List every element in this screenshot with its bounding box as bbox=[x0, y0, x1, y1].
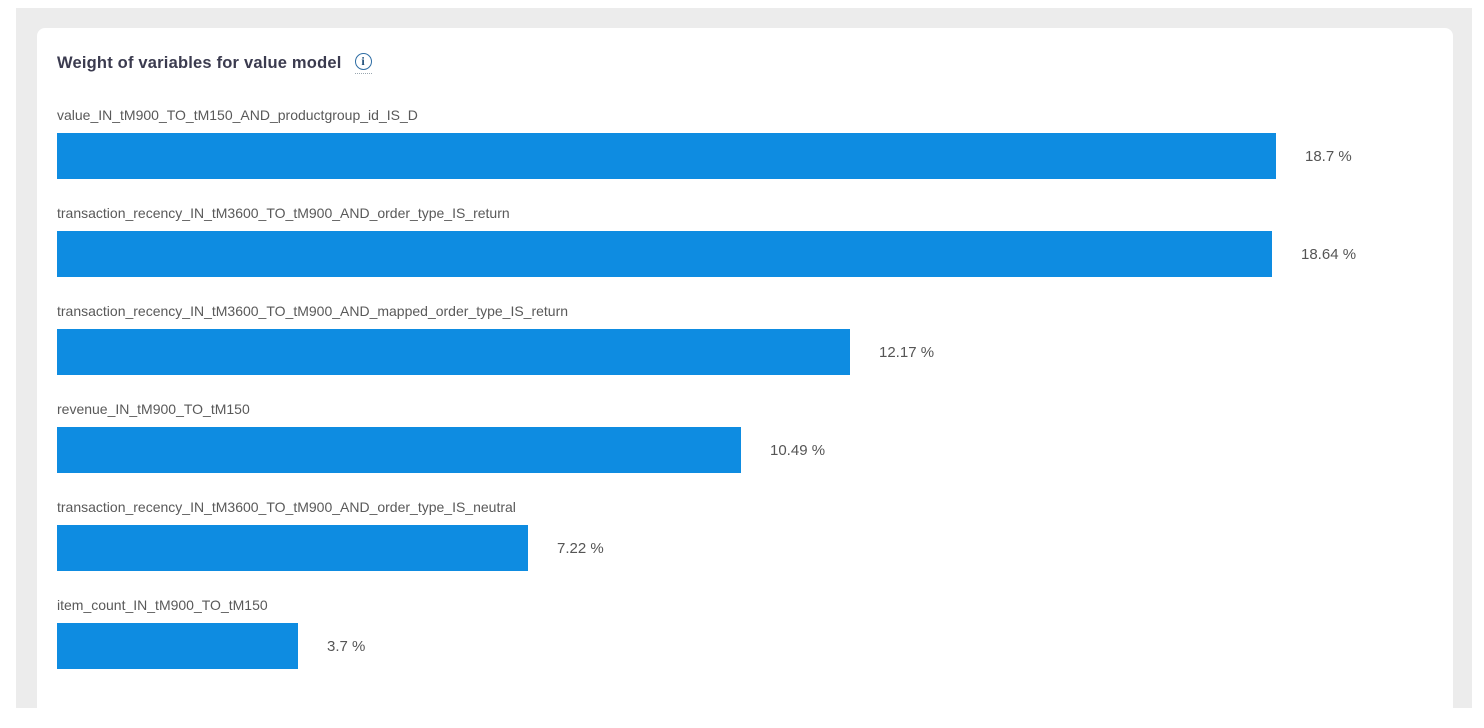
bar[interactable] bbox=[57, 427, 741, 473]
bar-value: 10.49 % bbox=[770, 441, 826, 459]
bar-label: transaction_recency_IN_tM3600_TO_tM900_A… bbox=[57, 303, 569, 319]
bar-value: 12.17 % bbox=[879, 343, 935, 361]
bar-value: 18.7 % bbox=[1305, 147, 1352, 165]
bar[interactable] bbox=[57, 623, 298, 669]
bar-line: 7.22 % bbox=[57, 525, 1453, 571]
info-circle-icon[interactable]: i bbox=[354, 52, 372, 70]
bar[interactable] bbox=[57, 231, 1272, 277]
bar-label: item_count_IN_tM900_TO_tM150 bbox=[57, 597, 268, 613]
bar-row: item_count_IN_tM900_TO_tM150 3.7 % bbox=[57, 596, 1453, 669]
bar-value: 18.64 % bbox=[1301, 245, 1357, 263]
bar-chart: value_IN_tM900_TO_tM150_AND_productgroup… bbox=[57, 106, 1453, 669]
page-panel: Weight of variables for value model i va… bbox=[16, 8, 1472, 728]
bar-line: 10.49 % bbox=[57, 427, 1453, 473]
bar-line: 18.64 % bbox=[57, 231, 1453, 277]
bar-value: 3.7 % bbox=[327, 637, 366, 655]
bar-row: transaction_recency_IN_tM3600_TO_tM900_A… bbox=[57, 204, 1453, 277]
bar[interactable] bbox=[57, 133, 1276, 179]
bar-value: 7.22 % bbox=[557, 539, 604, 557]
chart-card: Weight of variables for value model i va… bbox=[37, 28, 1453, 728]
card-header: Weight of variables for value model i bbox=[57, 52, 1453, 74]
bar-label: revenue_IN_tM900_TO_tM150 bbox=[57, 401, 250, 417]
bar-line: 12.17 % bbox=[57, 329, 1453, 375]
bar-row: revenue_IN_tM900_TO_tM150 10.49 % bbox=[57, 400, 1453, 473]
bar[interactable] bbox=[57, 525, 528, 571]
bar[interactable] bbox=[57, 329, 850, 375]
bar-row: transaction_recency_IN_tM3600_TO_tM900_A… bbox=[57, 302, 1453, 375]
chart-title: Weight of variables for value model bbox=[57, 54, 342, 72]
bar-row: transaction_recency_IN_tM3600_TO_tM900_A… bbox=[57, 498, 1453, 571]
bar-label: transaction_recency_IN_tM3600_TO_tM900_A… bbox=[57, 205, 510, 221]
bar-line: 18.7 % bbox=[57, 133, 1453, 179]
bar-label: transaction_recency_IN_tM3600_TO_tM900_A… bbox=[57, 499, 516, 515]
bar-line: 3.7 % bbox=[57, 623, 1453, 669]
info-tooltip-trigger[interactable]: i bbox=[354, 52, 372, 74]
bar-row: value_IN_tM900_TO_tM150_AND_productgroup… bbox=[57, 106, 1453, 179]
bar-label: value_IN_tM900_TO_tM150_AND_productgroup… bbox=[57, 107, 418, 123]
